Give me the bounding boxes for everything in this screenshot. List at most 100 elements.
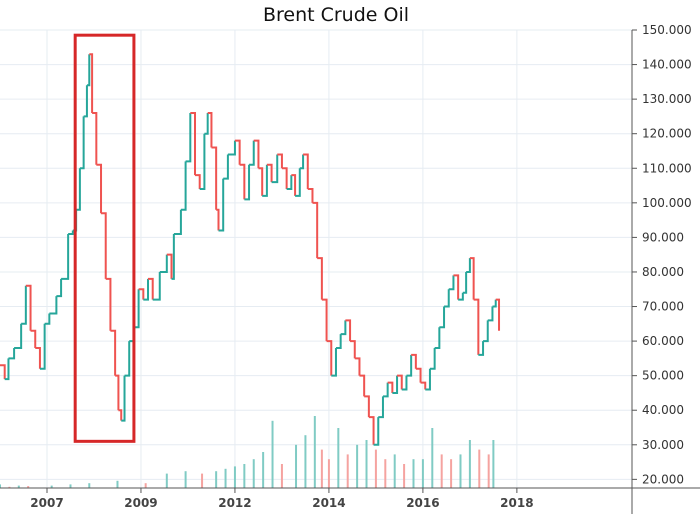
price-segment: [458, 292, 464, 301]
price-segment: [453, 274, 460, 300]
price-segment: [110, 329, 117, 376]
volume-bar: [201, 473, 204, 488]
price-segment: [8, 348, 16, 360]
price-segment: [420, 381, 427, 390]
volume-bar: [304, 435, 307, 488]
volume-bar: [252, 459, 255, 488]
volume-bar: [262, 452, 265, 488]
volume-bar: [144, 483, 147, 488]
volume-bar: [17, 485, 20, 488]
price-segment: [335, 334, 342, 350]
price-segment: [218, 178, 225, 232]
volume-bar: [393, 454, 396, 488]
volume-bar: [0, 484, 1, 488]
volume-bar: [431, 428, 434, 488]
volume-bar: [459, 454, 462, 488]
price-segment: [35, 347, 41, 369]
x-tick-label: 2014: [312, 496, 345, 510]
y-tick-label: 80.000: [642, 265, 684, 279]
volume-bars: [0, 416, 495, 488]
highlight-box-layer: [73, 33, 136, 443]
price-segment: [469, 257, 475, 300]
price-segment: [76, 168, 81, 211]
volume-bar: [468, 440, 471, 488]
volume-bar: [403, 464, 406, 488]
volume-bar: [440, 454, 443, 488]
price-segment: [83, 85, 88, 118]
price-segment: [373, 417, 380, 446]
price-segment: [299, 154, 305, 170]
price-segment: [105, 277, 112, 331]
price-segment: [368, 416, 375, 445]
price-segment: [133, 289, 140, 329]
price-segment: [152, 271, 161, 301]
y-tick-label: 90.000: [642, 230, 684, 244]
volume-bar: [88, 483, 91, 488]
price-segment: [199, 133, 206, 191]
x-tick-label: 2007: [30, 496, 63, 510]
volume-bar: [280, 464, 283, 488]
volume-bar: [50, 485, 53, 488]
price-segment: [0, 364, 6, 380]
price-segment: [397, 374, 403, 390]
price-segment: [207, 111, 213, 148]
x-tick-label: 2016: [406, 496, 439, 510]
price-segment: [487, 306, 494, 322]
price-segment: [227, 140, 236, 156]
y-tick-label: 130.000: [642, 92, 692, 106]
volume-bar: [215, 471, 218, 488]
volume-bar: [295, 444, 298, 488]
price-segment: [68, 230, 74, 235]
price-segment: [25, 284, 32, 331]
x-tick-label: 2009: [124, 496, 157, 510]
price-segment: [258, 167, 264, 196]
volume-bar: [412, 459, 415, 488]
price-segment: [204, 112, 209, 135]
volume-bar: [337, 428, 340, 488]
price-series: [0, 53, 501, 446]
price-segment: [118, 409, 123, 421]
price-segment: [39, 323, 46, 370]
volume-bar: [184, 471, 187, 488]
price-segment: [56, 278, 63, 298]
price-segment: [239, 163, 246, 200]
price-segment: [444, 289, 450, 308]
price-segment: [277, 153, 283, 169]
volume-bar: [450, 459, 453, 488]
price-segment: [448, 275, 455, 291]
price-segment: [331, 348, 337, 377]
price-segment: [340, 320, 347, 336]
y-tick-label: 40.000: [642, 403, 684, 417]
volume-bar: [224, 468, 227, 488]
price-segment: [89, 53, 94, 113]
price-segment: [473, 298, 480, 355]
price-segment: [138, 288, 145, 300]
price-segment: [166, 253, 173, 279]
y-tick-label: 110.000: [642, 161, 692, 175]
price-segment: [115, 374, 120, 411]
price-segment: [312, 201, 319, 259]
price-segment: [478, 341, 485, 356]
volume-bar: [492, 440, 495, 488]
x-tick-label: 2018: [500, 496, 533, 510]
volume-bar: [327, 459, 330, 488]
price-segment: [216, 208, 220, 231]
volume-bar: [271, 420, 274, 488]
volume-bar: [8, 486, 11, 488]
price-segment: [492, 299, 497, 308]
price-segment: [124, 341, 131, 377]
volume-bar: [365, 440, 368, 488]
volume-bar: [356, 444, 359, 488]
price-segment: [466, 258, 471, 273]
price-segment: [411, 353, 417, 369]
price-segment: [190, 111, 197, 176]
x-tick-label: 2012: [218, 496, 251, 510]
price-segment: [321, 298, 328, 342]
chart-title: Brent Crude Oil: [263, 4, 409, 26]
price-segment: [378, 396, 384, 419]
price-segment: [382, 382, 389, 398]
price-segment: [462, 271, 468, 294]
volume-bar: [27, 486, 30, 488]
